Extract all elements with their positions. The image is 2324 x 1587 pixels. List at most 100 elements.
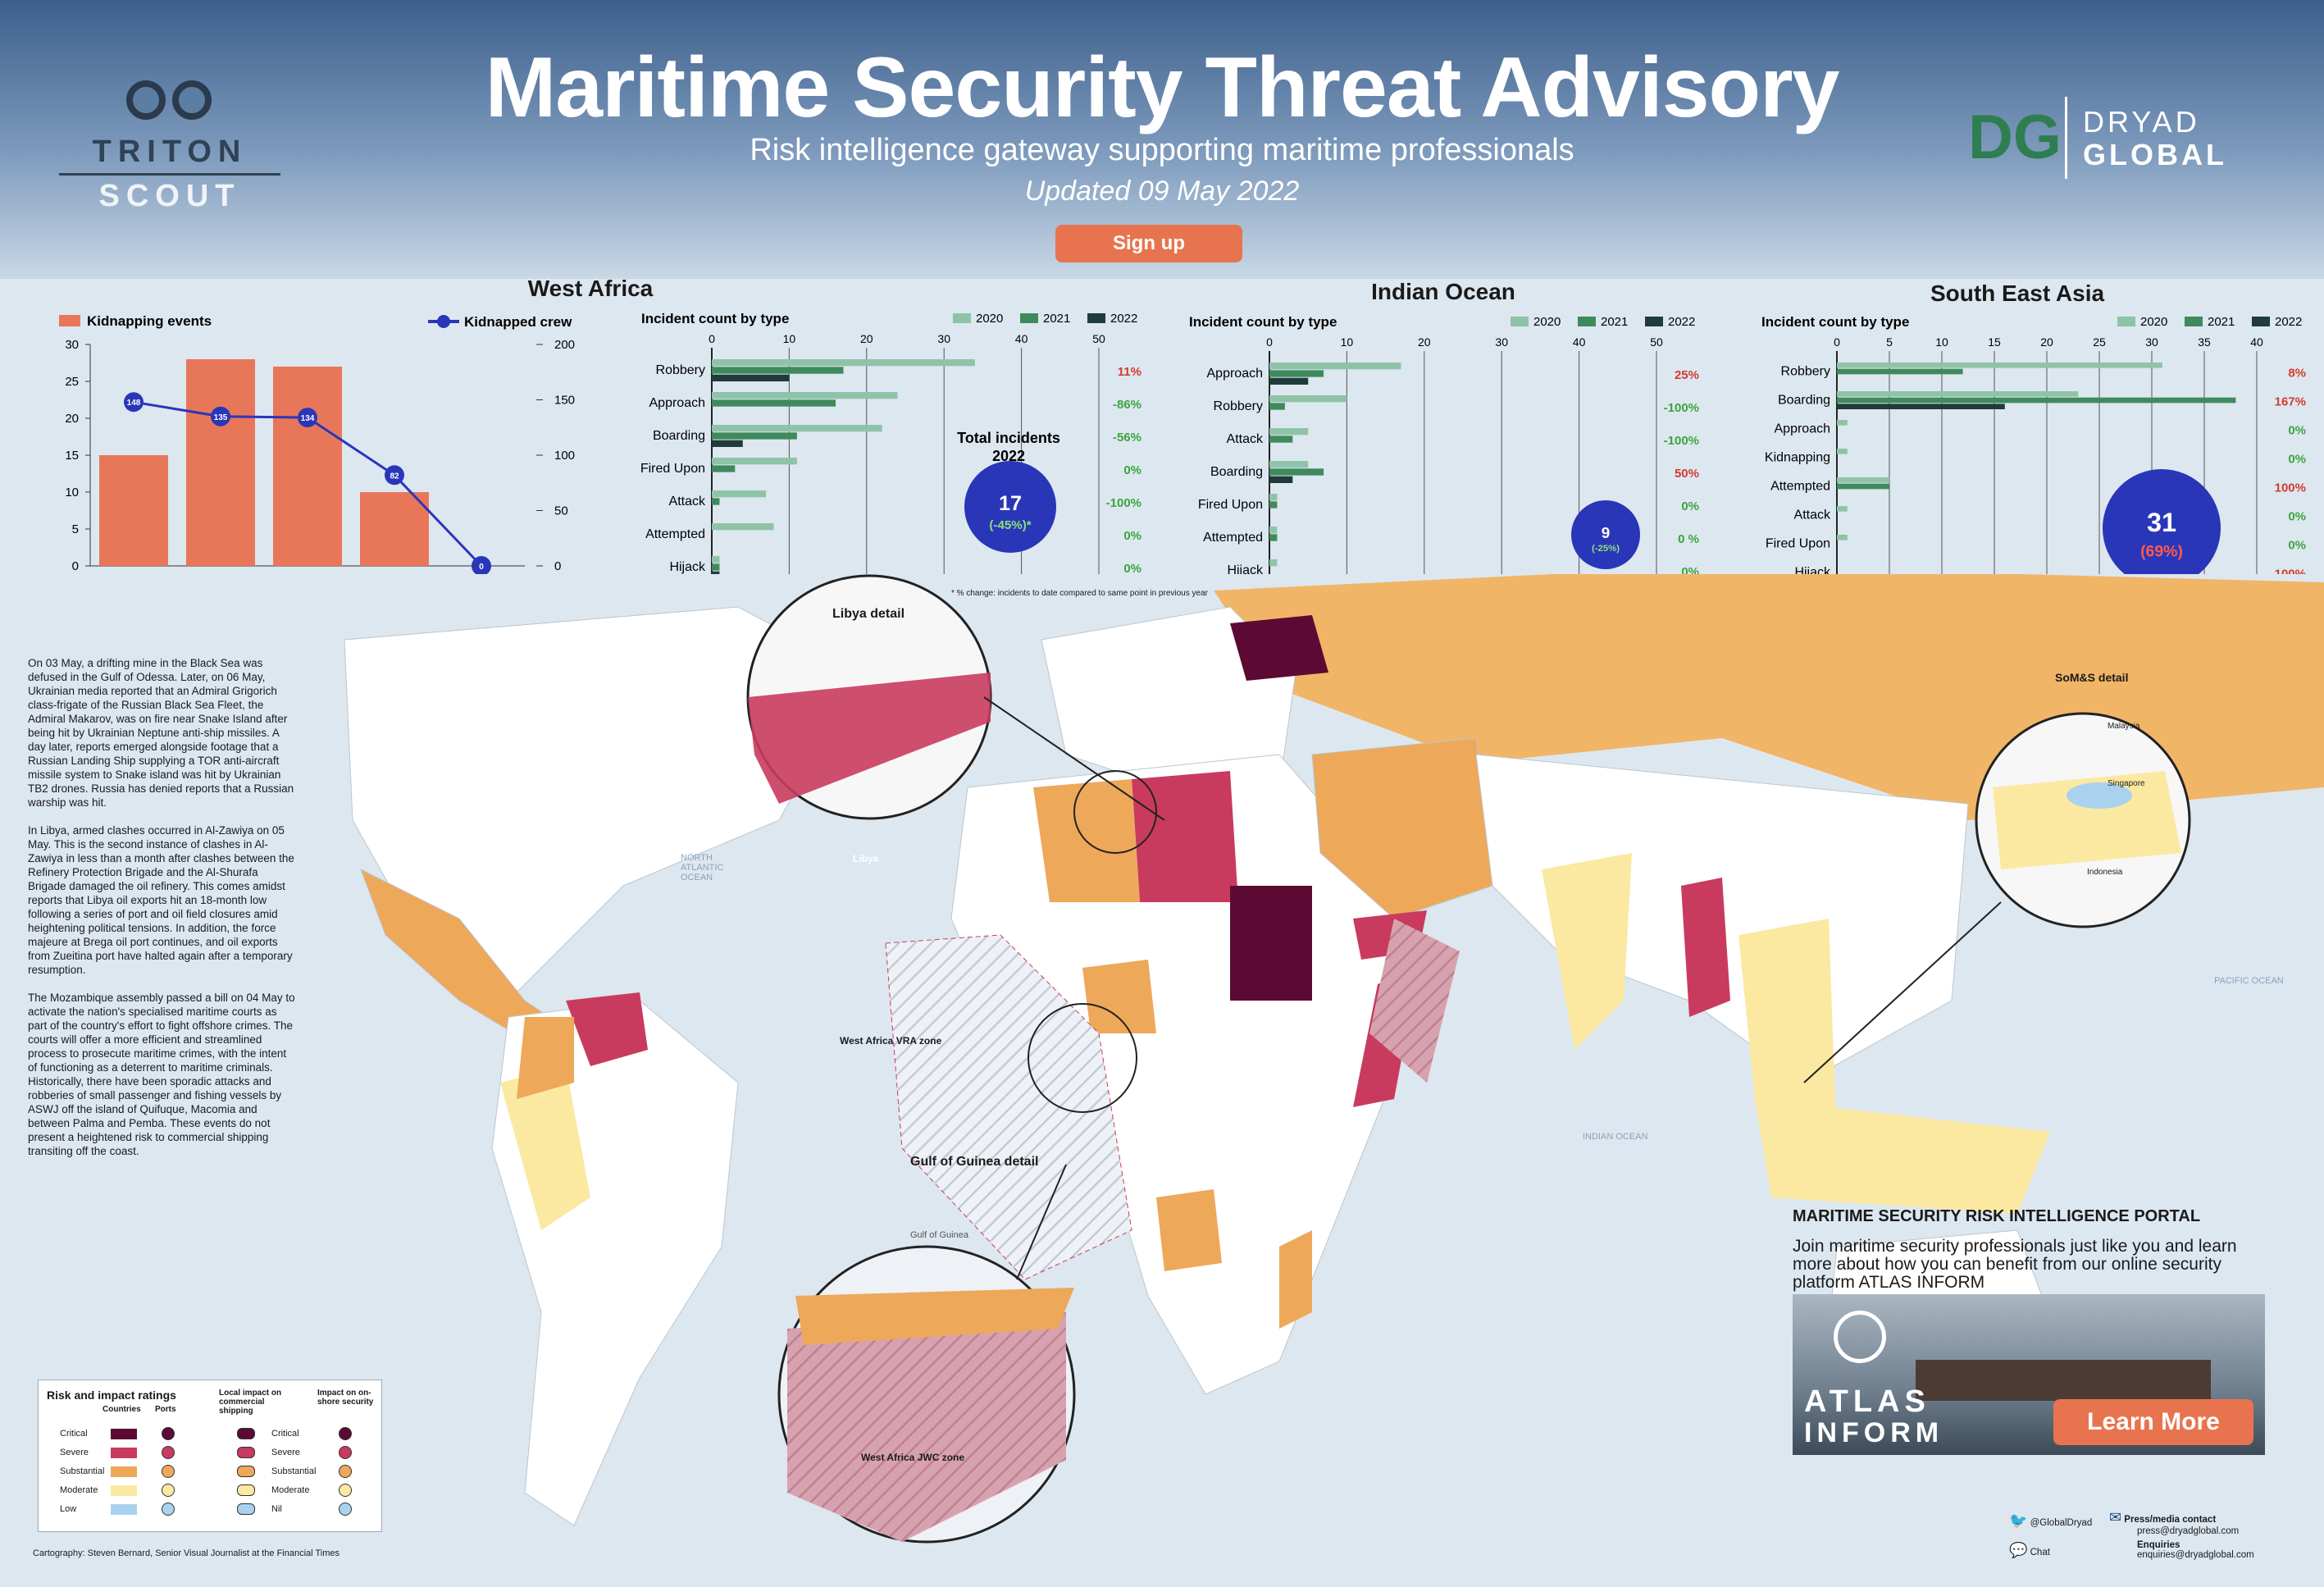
legend-onshore-icon: [339, 1484, 352, 1497]
y-right-tick: 50: [554, 504, 568, 518]
west-africa-title: West Africa: [527, 276, 654, 301]
press-email[interactable]: press@dryadglobal.com: [2137, 1526, 2240, 1536]
wa-total-label-2: 2022: [992, 448, 1025, 464]
enquiries-email[interactable]: enquiries@dryadglobal.com: [2137, 1550, 2254, 1560]
libya-label: Libya: [853, 853, 879, 864]
page-title: Maritime Security Threat Advisory: [485, 40, 1840, 135]
io-type-robbery: Robbery: [1214, 399, 1263, 413]
legend-impact-label: Nil: [271, 1504, 282, 1514]
io-legend-swatch-2022: [1645, 317, 1663, 326]
sea-type-fired-upon: Fired Upon: [1766, 537, 1830, 551]
indian-ocean-label: INDIAN OCEAN: [1583, 1132, 1648, 1142]
io-bar-approach-2020: [1269, 363, 1401, 370]
libya-region: [1132, 771, 1238, 902]
y-left-tick: 30: [65, 338, 79, 352]
wa-bar-boarding-2020: [712, 425, 882, 432]
legend-port-icon: [162, 1446, 175, 1459]
sea-x-tick: 20: [2040, 335, 2053, 349]
wa-bar-approach-2021: [712, 399, 836, 407]
legend-title: Risk and impact ratings: [47, 1389, 176, 1402]
sudan-region: [1230, 886, 1312, 1001]
wa-type-fired-upon: Fired Upon: [640, 462, 705, 476]
legend-row-substantial: Substantial Substantial: [47, 1464, 375, 1480]
scout-word: SCOUT: [98, 179, 241, 213]
atlas-inform-banner[interactable]: ATLAS INFORM Learn More: [1793, 1294, 2265, 1455]
y-right-tick: 0: [554, 559, 561, 573]
sea-bar-attempted-2021: [1837, 483, 1889, 490]
chat-label: Chat: [2030, 1548, 2050, 1557]
sea-x-tick: 30: [2145, 335, 2158, 349]
west-africa-vra-zone: [885, 934, 1132, 1280]
press-contact[interactable]: ✉ Press/media contact press@dryadglobal.…: [2109, 1509, 2239, 1536]
wa-total-value: 17: [999, 492, 1022, 515]
angola-region: [1156, 1189, 1222, 1271]
legend-row-severe: Severe Severe: [47, 1445, 375, 1462]
sea-legend-swatch-2021: [2185, 317, 2203, 326]
binoculars-icon: [125, 66, 215, 123]
wa-bar-boarding-2022: [712, 440, 743, 447]
wa-legend-swatch-2022: [1087, 313, 1105, 323]
wa-bar-robbery-2021: [712, 367, 844, 374]
y-right-tick: 100: [554, 449, 575, 463]
io-bar-boarding-2022: [1269, 476, 1293, 483]
triton-scout-logo[interactable]: TRITON SCOUT: [59, 66, 280, 221]
io-bar-hijack-2020: [1269, 559, 1278, 567]
legend-row-moderate: Moderate Moderate: [47, 1483, 375, 1499]
wa-bar-robbery-2020: [712, 359, 975, 367]
portal-text: Join maritime security professionals jus…: [1793, 1237, 2237, 1292]
note-black-sea: On 03 May, a drifting mine in the Black …: [28, 657, 294, 809]
legend-country-swatch: [111, 1448, 137, 1458]
sea-bar-boarding-2022: [1837, 404, 2005, 409]
dryad-global-logo[interactable]: DG DRYAD GLOBAL: [1968, 97, 2247, 179]
io-bar-boarding-2021: [1269, 468, 1324, 476]
sea-x-tick: 15: [1988, 335, 2001, 349]
wa-bar-attack-2020: [712, 490, 767, 498]
indonesia-label: Indonesia: [2087, 868, 2123, 877]
sea-bar-approach-2020: [1837, 420, 1848, 426]
y-right-tick: 200: [554, 338, 575, 352]
legend-ship-icon: [237, 1484, 255, 1496]
io-type-fired-upon: Fired Upon: [1198, 498, 1263, 512]
io-change-attack: -100%: [1664, 434, 1699, 448]
wa-bar-hijack-2021: [712, 563, 720, 571]
io-type-attack: Attack: [1227, 432, 1264, 446]
kidnap-bar-2019: [186, 359, 255, 566]
legend-onshore-icon: [339, 1465, 352, 1478]
sea-x-tick: 0: [1834, 335, 1840, 349]
io-change-robbery: -100%: [1664, 401, 1699, 415]
io-incident-title: Incident count by type: [1189, 314, 1337, 330]
io-bar-fired-upon-2020: [1269, 494, 1278, 501]
wa-x-tick: 10: [783, 332, 796, 345]
dryad-word: DRYAD: [2083, 105, 2200, 139]
legend-onshore-icon: [339, 1427, 352, 1440]
io-type-approach: Approach: [1207, 367, 1264, 381]
legend-col-countries: Countries: [103, 1405, 141, 1414]
legend-onshore-icon: [339, 1446, 352, 1459]
wa-bar-boarding-2021: [712, 432, 797, 440]
soms-detail-label: SoM&S detail: [2055, 671, 2129, 684]
chat-contact[interactable]: 💬 Chat: [2009, 1542, 2050, 1559]
y-left-tick: 15: [65, 449, 79, 463]
sea-bar-attempted-2020: [1837, 477, 1889, 483]
legend-impact-label: Critical: [271, 1429, 299, 1439]
legend-impact-label: Severe: [271, 1448, 300, 1457]
enquiries-contact[interactable]: Enquiries enquiries@dryadglobal.com: [2137, 1540, 2254, 1560]
malaysia-label: Malaysia: [2108, 722, 2140, 731]
io-type-boarding: Boarding: [1210, 465, 1263, 479]
inform-word: INFORM: [1804, 1417, 1944, 1448]
sea-bar-kidnapping-2020: [1837, 449, 1848, 454]
twitter-contact[interactable]: 🐦 @GlobalDryad: [2009, 1512, 2092, 1530]
sea-x-tick: 5: [1886, 335, 1893, 349]
sea-change-approach: 0%: [2288, 424, 2306, 438]
io-legend-2020: 2020: [1533, 315, 1561, 329]
io-legend-swatch-2021: [1578, 317, 1596, 326]
io-x-tick: 0: [1266, 335, 1273, 349]
updated-date: Updated 09 May 2022: [1024, 176, 1300, 207]
jwc-zone-label: West Africa JWC zone: [861, 1452, 965, 1463]
legend-row-label: Critical: [60, 1429, 88, 1439]
sea-change-fired-upon: 0%: [2288, 539, 2306, 553]
sea-legend-swatch-2022: [2252, 317, 2270, 326]
sign-up-button[interactable]: Sign up: [1055, 225, 1242, 262]
sea-bar-boarding-2021: [1837, 397, 2236, 404]
learn-more-button[interactable]: Learn More: [2053, 1399, 2253, 1445]
